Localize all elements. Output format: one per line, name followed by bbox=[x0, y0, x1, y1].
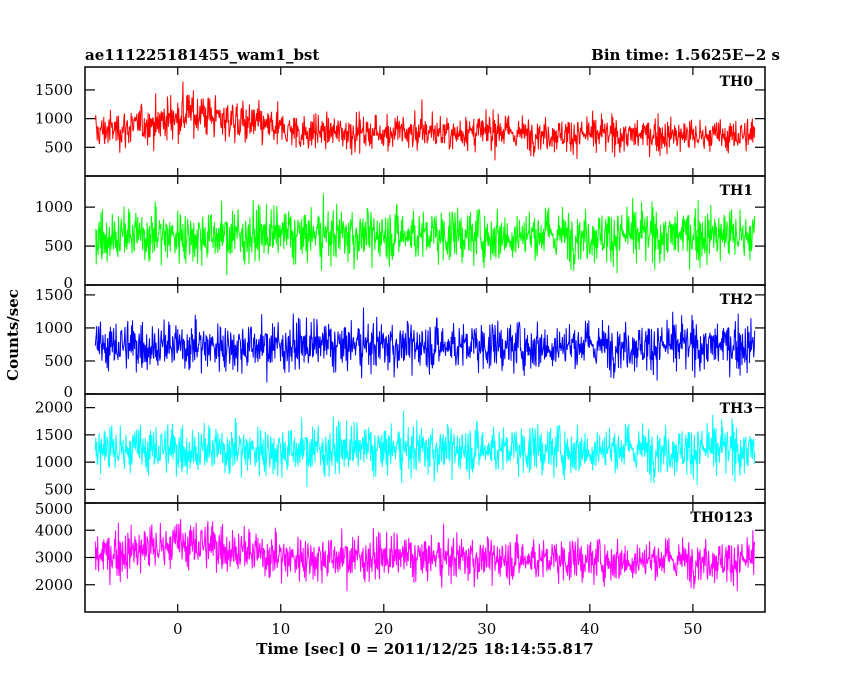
y-tick-label: 0 bbox=[63, 274, 73, 292]
series-line-th2 bbox=[94, 307, 756, 383]
y-tick-label: 500 bbox=[44, 138, 73, 156]
panel-th3: 500 1000 1500 2000 TH3 bbox=[35, 393, 766, 504]
series-line-th1 bbox=[94, 193, 756, 276]
y-tick-label: 1500 bbox=[35, 286, 73, 304]
panel-th0123: 2000 3000 4000 5000 TH0123 bbox=[35, 500, 766, 613]
y-tick-label: 2000 bbox=[35, 399, 73, 417]
panel-label-th3: TH3 bbox=[720, 401, 753, 417]
y-axis-label: Counts/sec bbox=[4, 289, 22, 381]
y-tick-label: 500 bbox=[44, 480, 73, 498]
x-tick-label: 20 bbox=[374, 620, 393, 638]
panels-group: 500 1000 1500 TH0 0 500 1000 TH1 0 500 1000 1500 TH2… bbox=[35, 66, 766, 613]
series-line-th0123 bbox=[94, 519, 756, 592]
y-tick-label: 500 bbox=[44, 352, 73, 370]
y-tick-label: 4000 bbox=[35, 521, 73, 539]
x-axis-ticks: 0 10 20 30 40 50 bbox=[173, 620, 702, 638]
y-tick-label: 1500 bbox=[35, 81, 73, 99]
y-tick-label: 3000 bbox=[35, 549, 73, 567]
chart-title-left: ae111225181455_wam1_bst bbox=[85, 46, 319, 64]
y-tick-label: 1500 bbox=[35, 426, 73, 444]
panel-label-th1: TH1 bbox=[720, 183, 753, 199]
y-tick-label: 1000 bbox=[35, 453, 73, 471]
x-axis-label: Time [sec] 0 = 2011/12/25 18:14:55.817 bbox=[256, 640, 593, 658]
series-line-th3 bbox=[94, 410, 756, 488]
x-tick-label: 40 bbox=[580, 620, 599, 638]
chart-title-right: Bin time: 1.5625E−2 s bbox=[591, 46, 780, 64]
y-tick-label: 5000 bbox=[35, 500, 73, 518]
x-tick-label: 50 bbox=[683, 620, 702, 638]
y-tick-label: 2000 bbox=[35, 576, 73, 594]
panel-th2: 0 500 1000 1500 TH2 bbox=[35, 284, 766, 401]
series-line-th0 bbox=[94, 81, 756, 161]
panel-th0: 500 1000 1500 TH0 bbox=[35, 66, 766, 177]
y-tick-label: 0 bbox=[63, 383, 73, 401]
x-tick-label: 0 bbox=[173, 620, 183, 638]
panel-th1: 0 500 1000 TH1 bbox=[35, 175, 766, 292]
y-tick-label: 500 bbox=[44, 237, 73, 255]
y-tick-label: 1000 bbox=[35, 110, 73, 128]
x-tick-label: 30 bbox=[477, 620, 496, 638]
panel-label-th0123: TH0123 bbox=[690, 510, 753, 526]
panel-label-th0: TH0 bbox=[720, 74, 754, 90]
x-tick-label: 10 bbox=[271, 620, 290, 638]
panel-label-th2: TH2 bbox=[720, 292, 753, 308]
y-tick-label: 1000 bbox=[35, 319, 73, 337]
y-tick-label: 1000 bbox=[35, 198, 73, 216]
